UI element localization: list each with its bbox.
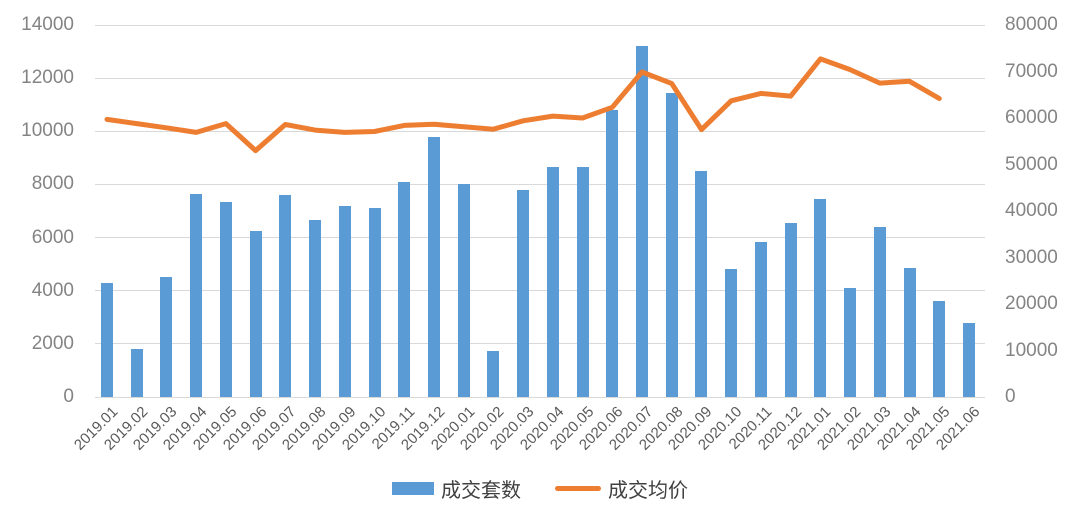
legend: 成交套数 成交均价 (0, 474, 1080, 503)
bar-2020.07 (636, 46, 649, 397)
right-axis-tick: 40000 (1005, 200, 1058, 221)
gridline (95, 237, 985, 239)
bar-2019.11 (398, 181, 411, 397)
bar-series-swatch-icon (392, 482, 434, 495)
bar-2020.01 (457, 184, 470, 397)
bar-2020.05 (576, 167, 589, 397)
bar-2021.05 (933, 301, 946, 397)
legend-item-volume: 成交套数 (392, 474, 521, 503)
bar-2019.03 (160, 277, 173, 397)
bar-2020.09 (695, 171, 708, 397)
gridline (95, 130, 985, 132)
left-axis-tick: 4000 (31, 279, 74, 301)
bar-2020.12 (784, 222, 797, 397)
right-axis-tick: 60000 (1005, 107, 1058, 128)
right-axis-tick: 10000 (1005, 339, 1058, 361)
right-axis-tick: 80000 (1005, 14, 1058, 35)
bar-2019.02 (130, 349, 143, 397)
gridline (95, 343, 985, 345)
bar-2020.02 (487, 350, 500, 397)
left-axis-tick: 14000 (21, 14, 74, 35)
gridline (95, 396, 985, 398)
bar-2020.03 (517, 189, 530, 397)
plot-area (95, 24, 985, 398)
legend-label-volume: 成交套数 (441, 480, 521, 502)
price-line (104, 56, 942, 154)
gridline (95, 183, 985, 185)
bar-2019.08 (309, 220, 322, 397)
right-axis-tick: 30000 (1005, 246, 1058, 268)
right-axis-tick: 0 (1005, 386, 1016, 407)
bar-2019.06 (249, 230, 262, 397)
left-axis-tick: 2000 (31, 332, 74, 354)
line-series-swatch-icon (555, 486, 601, 491)
legend-item-price: 成交均价 (555, 474, 688, 503)
bar-2019.04 (190, 193, 203, 397)
gridline (95, 290, 985, 292)
left-axis-tick: 6000 (31, 226, 74, 248)
bar-2020.06 (606, 110, 619, 397)
left-axis-tick: 10000 (21, 120, 74, 142)
gridline (95, 77, 985, 79)
gridline (95, 24, 985, 26)
left-axis-tick: 0 (63, 386, 74, 407)
bar-2019.10 (368, 208, 381, 397)
bar-2021.01 (814, 199, 827, 397)
bar-2020.11 (754, 241, 767, 397)
bar-2019.05 (219, 201, 232, 397)
bar-2021.03 (873, 226, 886, 397)
bar-2019.01 (101, 282, 113, 397)
left-axis-tick: 12000 (21, 67, 74, 89)
bar-2021.06 (962, 322, 975, 397)
bar-2019.12 (427, 136, 440, 397)
bar-2020.10 (725, 269, 738, 397)
bar-2020.08 (665, 92, 678, 397)
bar-2019.07 (279, 195, 292, 397)
bar-2021.02 (844, 288, 857, 397)
right-axis-tick: 20000 (1005, 293, 1058, 314)
legend-label-price: 成交均价 (608, 480, 688, 502)
right-axis-tick: 50000 (1005, 153, 1058, 175)
bar-2020.04 (546, 167, 559, 397)
bar-2021.04 (903, 268, 916, 397)
bar-2019.09 (338, 205, 351, 397)
right-axis-tick: 70000 (1005, 60, 1058, 82)
left-axis-tick: 8000 (31, 173, 74, 195)
